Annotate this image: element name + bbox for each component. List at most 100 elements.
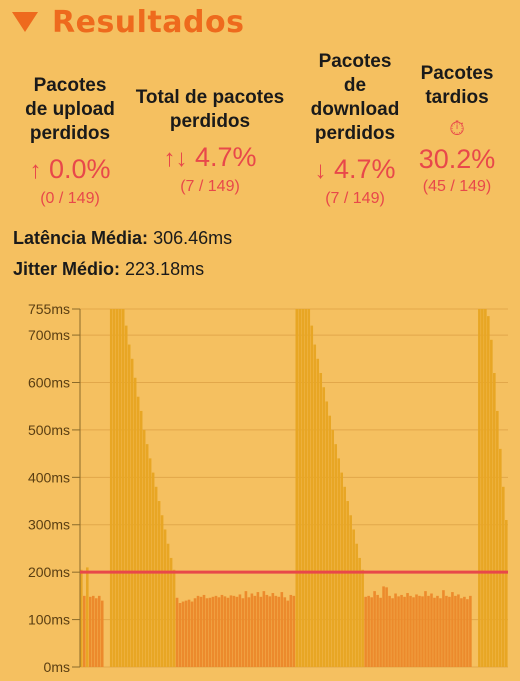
- stat-late-packets: Pacotes tardios ⏱ 30.2% (45 / 149): [410, 62, 504, 197]
- average-latency: Latência Média: 306.46ms: [13, 228, 232, 249]
- latency-bar: [85, 567, 89, 667]
- latency-bar: [310, 325, 314, 667]
- latency-bar: [481, 309, 484, 667]
- latency-bar: [433, 597, 436, 667]
- latency-bar: [235, 596, 239, 667]
- latency-bar: [421, 596, 424, 667]
- latency-bar: [148, 458, 152, 667]
- latency-bar: [190, 601, 194, 667]
- stat-value: 30.2%: [418, 144, 496, 174]
- latency-bar: [445, 595, 448, 667]
- latency-bar: [175, 597, 179, 667]
- latency-bar: [496, 410, 499, 667]
- latency-bar: [379, 597, 382, 667]
- latency-bar: [244, 591, 248, 667]
- chart-bars: [80, 309, 508, 667]
- stat-total-lost: Total de pacotes perdidos ↑↓ 4.7% (7 / 1…: [130, 86, 290, 197]
- latency-bar: [127, 344, 131, 667]
- latency-bar: [406, 593, 409, 667]
- y-tick-label: 0ms: [44, 659, 70, 675]
- latency-bar: [253, 595, 257, 667]
- collapse-triangle-icon[interactable]: [12, 12, 38, 32]
- latency-bar: [259, 596, 263, 667]
- latency-bar: [487, 316, 490, 667]
- latency-bar: [355, 543, 358, 667]
- stat-label: Total de pacotes perdidos: [135, 87, 285, 132]
- latency-bar: [463, 596, 466, 667]
- latency-bar: [142, 429, 146, 667]
- latency-bar: [211, 596, 215, 667]
- latency-bar: [151, 472, 155, 667]
- latency-bar: [415, 594, 418, 667]
- latency-bar: [424, 591, 427, 667]
- latency-bar: [364, 596, 367, 667]
- latency-bar: [436, 595, 439, 667]
- jitter-label: Jitter Médio:: [13, 259, 121, 279]
- latency-bar: [325, 401, 329, 667]
- latency-bar: [208, 597, 212, 667]
- latency-bar: [499, 448, 502, 667]
- latency-bar: [388, 595, 391, 667]
- latency-bar: [262, 591, 266, 667]
- latency-bar: [232, 595, 236, 667]
- latency-bar: [100, 600, 104, 667]
- latency-bar: [139, 410, 143, 667]
- y-tick-label: 500ms: [28, 422, 70, 438]
- latency-bar: [214, 595, 218, 667]
- latency-bar: [97, 595, 101, 667]
- latency-bar: [382, 586, 385, 667]
- y-tick-label: 300ms: [28, 517, 70, 533]
- latency-bar: [313, 344, 317, 667]
- latency-bar: [346, 501, 349, 667]
- latency-bar: [136, 396, 140, 667]
- average-jitter: Jitter Médio: 223.18ms: [13, 259, 204, 280]
- stopwatch-icon: ⏱: [449, 118, 465, 140]
- latency-bar: [358, 557, 361, 667]
- latency-bar: [304, 309, 308, 667]
- stat-upload-lost: Pacotes de upload perdidos ↑ 0.0% (0 / 1…: [6, 74, 134, 209]
- latency-bar: [115, 309, 119, 667]
- latency-bar: [412, 597, 415, 667]
- stat-value: ↑↓ 4.7%: [163, 142, 257, 172]
- latency-bar: [400, 594, 403, 667]
- stat-detail: (7 / 149): [325, 190, 385, 207]
- latency-bar: [109, 309, 113, 667]
- latency-bar: [289, 594, 293, 667]
- latency-bar: [187, 599, 191, 667]
- latency-bar: [271, 593, 275, 667]
- latency-bar: [394, 593, 397, 667]
- latency-bar: [409, 595, 412, 667]
- latency-bar: [145, 444, 149, 667]
- latency-bar: [91, 595, 95, 667]
- results-header[interactable]: Resultados: [12, 2, 244, 42]
- latency-bar: [430, 593, 433, 667]
- y-tick-label: 400ms: [28, 469, 70, 485]
- section-title: Resultados: [52, 4, 245, 40]
- latency-bar: [334, 444, 337, 667]
- latency-bar: [454, 595, 457, 667]
- stat-label: Pacotes tardios: [420, 63, 494, 108]
- latency-bar: [460, 598, 463, 667]
- latency-bar: [217, 597, 221, 667]
- stat-detail: (0 / 149): [40, 190, 100, 207]
- latency-bar: [292, 595, 296, 667]
- latency-bar: [268, 596, 272, 667]
- stat-label: Pacotes de download perdidos: [310, 51, 400, 144]
- latency-bar: [82, 595, 86, 667]
- latency-bar: [202, 594, 206, 667]
- jitter-value: 223.18ms: [125, 259, 205, 279]
- latency-bar: [295, 309, 299, 667]
- latency-label: Latência Média:: [13, 228, 149, 248]
- latency-bar: [331, 429, 334, 667]
- stat-detail: (45 / 149): [422, 178, 492, 195]
- latency-bar: [418, 595, 421, 667]
- latency-bar: [370, 597, 373, 667]
- latency-bar: [439, 598, 442, 667]
- stat-download-lost: Pacotes de download perdidos ↓ 4.7% (7 /…: [296, 50, 414, 209]
- latency-bar: [181, 601, 185, 667]
- latency-bar: [451, 592, 454, 667]
- latency-bar: [367, 595, 370, 667]
- latency-bar: [385, 587, 388, 667]
- latency-bar: [349, 515, 352, 667]
- latency-bar: [229, 595, 233, 667]
